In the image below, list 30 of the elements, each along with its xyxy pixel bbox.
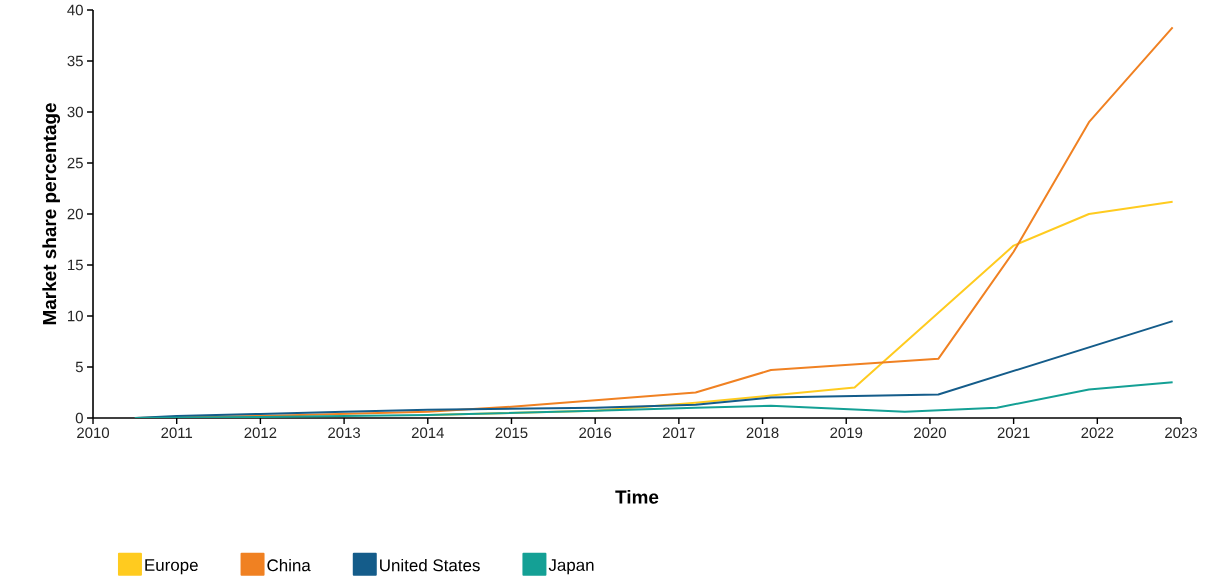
x-tick-label: 2023 [1165, 427, 1197, 439]
x-tick-label: 2011 [161, 427, 193, 439]
x-tick-label: 2019 [830, 427, 863, 439]
legend-label: Europe [145, 559, 198, 575]
y-tick-label: 25 [67, 157, 83, 169]
x-tick-label: 2022 [1081, 427, 1114, 439]
y-tick-label: 15 [68, 259, 83, 271]
y-tick-label: 0 [75, 412, 83, 424]
y-tick-label: 30 [67, 106, 83, 118]
x-tick-label: 2021 [997, 427, 1030, 439]
y-axis-title: Market share percentage [42, 103, 61, 325]
x-tick-label: 2012 [244, 427, 277, 439]
y-tick-label: 10 [68, 310, 83, 322]
x-tick-label: 2018 [746, 427, 779, 439]
x-tick-label: 2014 [411, 427, 444, 439]
legend-label: Japan [548, 559, 594, 575]
legend-label: United States [380, 558, 480, 572]
y-tick-label: 20 [67, 208, 83, 220]
x-axis-title: Time [615, 489, 659, 504]
x-tick-label: 2017 [662, 427, 695, 439]
x-tick-label: 2013 [328, 427, 361, 439]
line-series [133, 381, 1174, 418]
x-tick-label: 2016 [579, 427, 612, 439]
y-tick-label: 40 [67, 4, 83, 16]
y-tick-label: 35 [67, 55, 83, 67]
y-tick-label: 5 [75, 361, 83, 373]
x-tick-label: 2015 [495, 427, 528, 439]
x-tick-label: 2020 [914, 427, 946, 439]
x-tick-label: 2010 [77, 427, 110, 439]
legend-label: China [267, 558, 311, 572]
